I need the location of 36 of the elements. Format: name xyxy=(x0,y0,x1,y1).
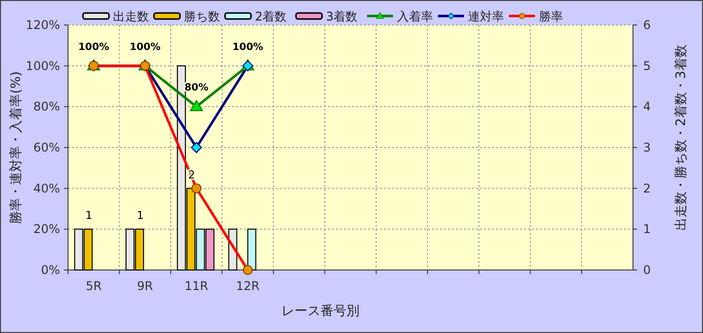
y-tick-label: 20% xyxy=(33,222,60,236)
legend-label: 2着数 xyxy=(255,10,287,24)
y2-tick-label: 4 xyxy=(643,100,651,114)
y-tick-label: 80% xyxy=(33,100,60,114)
bar xyxy=(247,228,256,270)
y-tick-label: 60% xyxy=(33,140,60,154)
x-tick-label: 9R xyxy=(137,279,154,293)
legend-label: 出走数 xyxy=(113,10,149,24)
y2-tick-label: 6 xyxy=(643,18,651,32)
y-tick-label: 0% xyxy=(40,263,60,277)
legend-label: 入着率 xyxy=(397,10,433,24)
data-label: 100% xyxy=(232,42,264,53)
legend-label: 連対率 xyxy=(468,10,504,24)
legend-label: 勝率 xyxy=(539,10,563,24)
data-label: 100% xyxy=(78,42,110,53)
y2-tick-label: 0 xyxy=(643,263,651,277)
y2-axis-title: 出走数・勝ち数・2着数・3着数 xyxy=(673,44,689,230)
legend-label: 勝ち数 xyxy=(184,10,220,24)
y2-tick-label: 1 xyxy=(643,222,651,236)
x-tick-label: 11R xyxy=(184,279,208,293)
y2-tick-label: 3 xyxy=(643,140,651,154)
y2-tick-label: 5 xyxy=(643,58,651,73)
y-tick-label: 40% xyxy=(33,181,60,196)
x-axis-title: レース番号別 xyxy=(282,304,360,319)
y-tick-label: 100% xyxy=(26,58,60,73)
data-label: 1 xyxy=(85,209,92,222)
legend-label: 3着数 xyxy=(326,10,358,24)
y-axis-title: 勝率・連対率・入着率(%) xyxy=(8,71,24,224)
x-tick-label: 12R xyxy=(236,279,260,293)
y-tick-label: 120% xyxy=(26,18,60,32)
point xyxy=(190,142,202,153)
y2-tick-label: 2 xyxy=(643,181,651,196)
data-label: 100% xyxy=(130,42,160,53)
x-tick-label: 5R xyxy=(86,279,102,293)
data-label: 1 xyxy=(136,209,144,222)
point xyxy=(190,100,203,112)
